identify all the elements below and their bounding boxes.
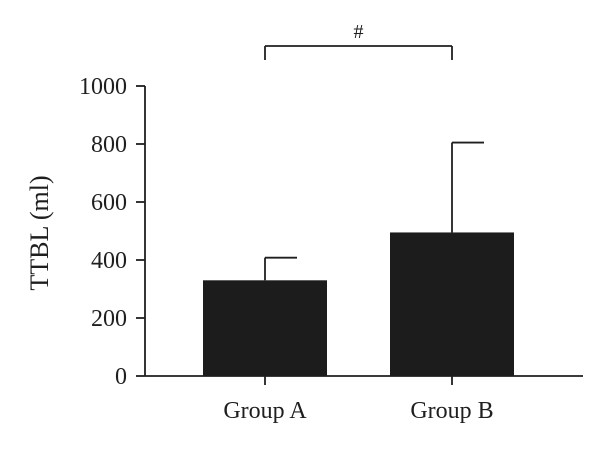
y-tick-label: 0 — [115, 364, 127, 390]
significance-label: # — [354, 21, 364, 43]
x-tick-label: Group A — [223, 398, 307, 424]
y-tick-label: 800 — [91, 132, 127, 158]
bar-group-b — [390, 232, 514, 376]
bar-group-a — [203, 280, 327, 376]
y-tick-label: 400 — [91, 248, 127, 274]
y-tick-label: 600 — [91, 190, 127, 216]
y-axis-label: TTBL (ml) — [25, 175, 54, 290]
y-tick-label: 200 — [91, 306, 127, 332]
x-tick-label: Group B — [410, 398, 493, 424]
y-tick-label: 1000 — [79, 74, 127, 100]
